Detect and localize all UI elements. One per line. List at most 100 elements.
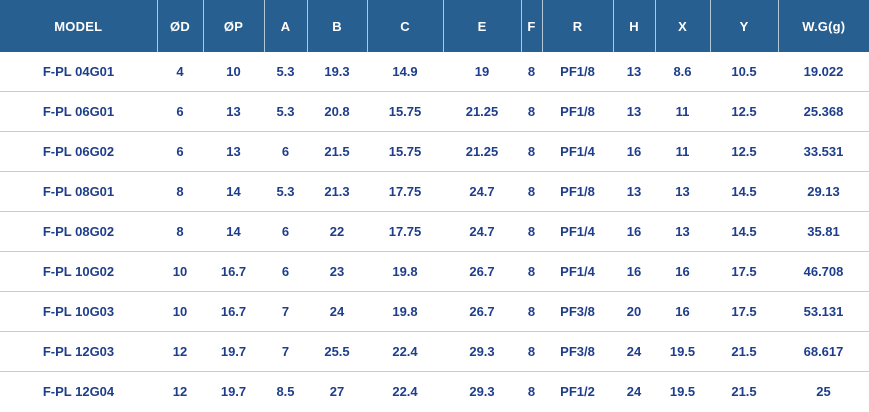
cell-b: 23 [307, 251, 367, 292]
cell-model: F-PL 06G01 [0, 91, 157, 132]
cell-y: 17.5 [710, 251, 778, 292]
cell-b: 19.3 [307, 52, 367, 92]
cell-wg: 25.368 [778, 91, 869, 132]
cell-model: F-PL 04G01 [0, 52, 157, 92]
cell-e: 26.7 [443, 251, 521, 292]
cell-a: 5.3 [264, 171, 307, 212]
cell-model: F-PL 12G04 [0, 371, 157, 411]
cell-op: 19.7 [203, 331, 264, 372]
cell-wg: 33.531 [778, 131, 869, 172]
cell-y: 21.5 [710, 371, 778, 411]
cell-op: 14 [203, 171, 264, 212]
cell-a: 5.3 [264, 91, 307, 132]
cell-od: 12 [157, 371, 203, 411]
cell-op: 19.7 [203, 371, 264, 411]
cell-a: 6 [264, 211, 307, 252]
cell-f: 8 [521, 371, 542, 411]
cell-y: 10.5 [710, 52, 778, 92]
table-header: MODEL ØD ØP A B C E F R H X Y W.G(g) [0, 0, 869, 52]
cell-wg: 25 [778, 371, 869, 411]
cell-a: 6 [264, 131, 307, 172]
cell-op: 13 [203, 131, 264, 172]
cell-b: 27 [307, 371, 367, 411]
table-row: F-PL 06G01 6 13 5.3 20.8 15.75 21.25 8 PF1/8 13 11… [0, 91, 869, 132]
cell-model: F-PL 06G02 [0, 131, 157, 172]
cell-wg: 53.131 [778, 291, 869, 332]
cell-f: 8 [521, 291, 542, 332]
cell-r: PF1/4 [542, 211, 613, 252]
cell-model: F-PL 12G03 [0, 331, 157, 372]
column-header-f: F [520, 0, 542, 52]
cell-r: PF1/4 [542, 131, 613, 172]
cell-od: 10 [157, 251, 203, 292]
cell-c: 14.9 [367, 52, 443, 92]
cell-r: PF3/8 [542, 331, 613, 372]
cell-e: 24.7 [443, 211, 521, 252]
cell-od: 8 [157, 171, 203, 212]
cell-y: 21.5 [710, 331, 778, 372]
cell-e: 19 [443, 52, 521, 92]
cell-c: 19.8 [367, 291, 443, 332]
cell-wg: 29.13 [778, 171, 869, 212]
cell-x: 19.5 [655, 331, 710, 372]
table-row: F-PL 04G01 4 10 5.3 19.3 14.9 19 8 PF1/8 13 8.6 10.… [0, 52, 869, 92]
cell-x: 8.6 [655, 52, 710, 92]
cell-model: F-PL 08G01 [0, 171, 157, 212]
column-header-e: E [442, 0, 521, 52]
table-row: F-PL 08G02 8 14 6 22 17.75 24.7 8 PF1/4 16 13 14.5 3… [0, 211, 869, 252]
cell-op: 13 [203, 91, 264, 132]
cell-b: 20.8 [307, 91, 367, 132]
column-header-wg: W.G(g) [777, 0, 869, 52]
cell-f: 8 [521, 52, 542, 92]
cell-x: 16 [655, 291, 710, 332]
cell-wg: 19.022 [778, 52, 869, 92]
cell-y: 12.5 [710, 131, 778, 172]
cell-f: 8 [521, 251, 542, 292]
cell-x: 13 [655, 171, 710, 212]
cell-x: 11 [655, 131, 710, 172]
cell-b: 21.5 [307, 131, 367, 172]
table-row: F-PL 06G02 6 13 6 21.5 15.75 21.25 8 PF1/4 16 11 12… [0, 131, 869, 172]
cell-e: 29.3 [443, 331, 521, 372]
cell-od: 4 [157, 52, 203, 92]
table-header-row: MODEL ØD ØP A B C E F R H X Y W.G(g) [0, 0, 869, 52]
cell-wg: 46.708 [778, 251, 869, 292]
cell-od: 10 [157, 291, 203, 332]
cell-op: 10 [203, 52, 264, 92]
cell-x: 19.5 [655, 371, 710, 411]
cell-r: PF1/8 [542, 91, 613, 132]
cell-f: 8 [521, 211, 542, 252]
column-header-y: Y [709, 0, 778, 52]
cell-h: 16 [613, 211, 655, 252]
cell-b: 24 [307, 291, 367, 332]
cell-model: F-PL 10G02 [0, 251, 157, 292]
cell-r: PF1/8 [542, 52, 613, 92]
cell-r: PF1/8 [542, 171, 613, 212]
table-row: F-PL 12G04 12 19.7 8.5 27 22.4 29.3 8 PF1/2 24 19.… [0, 371, 869, 411]
cell-a: 6 [264, 251, 307, 292]
cell-y: 12.5 [710, 91, 778, 132]
cell-wg: 35.81 [778, 211, 869, 252]
cell-a: 8.5 [264, 371, 307, 411]
cell-b: 25.5 [307, 331, 367, 372]
column-header-op: ØP [202, 0, 264, 52]
cell-r: PF1/2 [542, 371, 613, 411]
cell-e: 21.25 [443, 91, 521, 132]
cell-a: 7 [264, 291, 307, 332]
cell-h: 13 [613, 91, 655, 132]
cell-x: 11 [655, 91, 710, 132]
cell-x: 16 [655, 251, 710, 292]
cell-od: 8 [157, 211, 203, 252]
column-header-b: B [306, 0, 367, 52]
cell-e: 29.3 [443, 371, 521, 411]
cell-c: 17.75 [367, 171, 443, 212]
table-row: F-PL 12G03 12 19.7 7 25.5 22.4 29.3 8 PF3/8 24 19.… [0, 331, 869, 372]
cell-e: 26.7 [443, 291, 521, 332]
table-row: F-PL 10G02 10 16.7 6 23 19.8 26.7 8 PF1/4 16 16 17.… [0, 251, 869, 292]
column-header-od: ØD [156, 0, 203, 52]
cell-f: 8 [521, 131, 542, 172]
cell-b: 22 [307, 211, 367, 252]
column-header-r: R [541, 0, 613, 52]
cell-f: 8 [521, 331, 542, 372]
